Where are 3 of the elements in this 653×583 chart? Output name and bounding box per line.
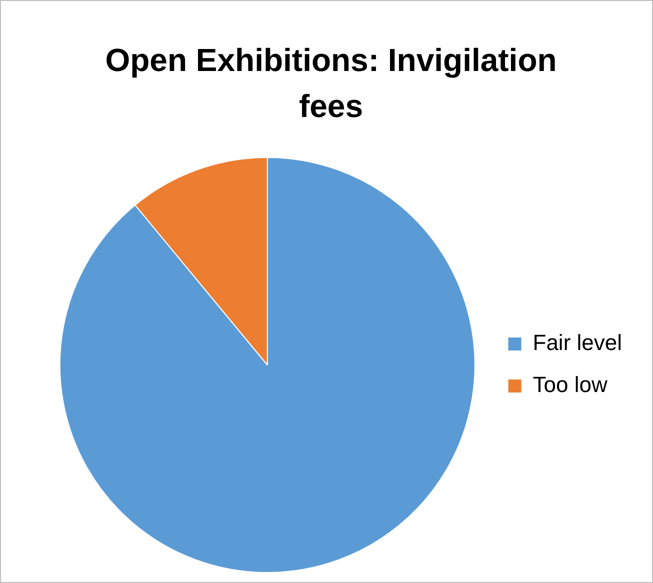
- legend-label: Too low: [532, 372, 608, 398]
- legend-label: Fair level: [532, 330, 622, 356]
- chart-title: Open Exhibitions: Invigilation fees: [104, 41, 558, 126]
